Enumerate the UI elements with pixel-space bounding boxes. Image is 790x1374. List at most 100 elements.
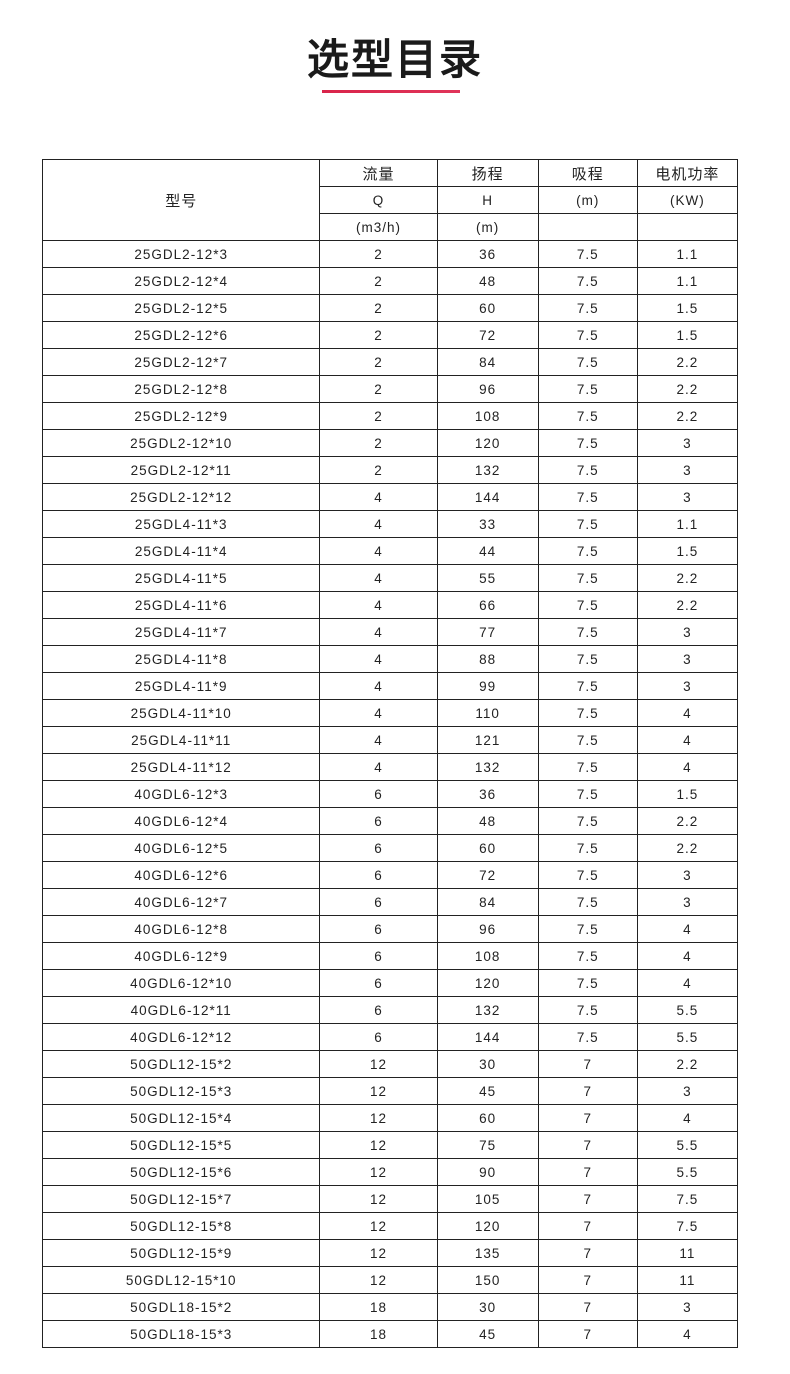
cell-model: 40GDL6-12*8 — [41, 915, 321, 943]
cell-model: 40GDL6-12*6 — [41, 861, 321, 889]
cell-model: 25GDL2-12*4 — [41, 267, 321, 295]
cell-power: 4 — [636, 726, 739, 754]
cell-suction: 7.5 — [537, 807, 638, 835]
header-flow-symbol: Q — [319, 186, 438, 214]
cell-power: 1.5 — [636, 294, 739, 322]
cell-head: 77 — [436, 618, 539, 646]
cell-model: 50GDL12-15*2 — [41, 1050, 321, 1078]
table-row: 25GDL4-11*6 4 66 7.5 2.2 — [41, 591, 739, 619]
cell-flow: 18 — [319, 1320, 438, 1348]
cell-model: 50GDL12-15*6 — [41, 1158, 321, 1186]
cell-power: 3 — [636, 888, 739, 916]
cell-model: 25GDL2-12*11 — [41, 456, 321, 484]
cell-power: 2.2 — [636, 348, 739, 376]
cell-power: 2.2 — [636, 402, 739, 430]
cell-head: 108 — [436, 942, 539, 970]
cell-power: 3 — [636, 483, 739, 511]
cell-head: 84 — [436, 348, 539, 376]
cell-power: 1.1 — [636, 267, 739, 295]
header-model: 型号 — [41, 159, 321, 241]
cell-model: 25GDL4-11*12 — [41, 753, 321, 781]
table-row: 25GDL2-12*6 2 72 7.5 1.5 — [41, 321, 739, 349]
title-underline — [322, 90, 460, 93]
cell-head: 60 — [436, 294, 539, 322]
table-body: 25GDL2-12*3 2 36 7.5 1.1 25GDL2-12*4 2 48 7.5 1.1… — [41, 240, 739, 1348]
cell-flow: 4 — [319, 645, 438, 673]
cell-flow: 12 — [319, 1050, 438, 1078]
cell-head: 99 — [436, 672, 539, 700]
cell-flow: 12 — [319, 1266, 438, 1294]
cell-head: 36 — [436, 780, 539, 808]
cell-flow: 2 — [319, 240, 438, 268]
table-row: 40GDL6-12*4 6 48 7.5 2.2 — [41, 807, 739, 835]
cell-power: 1.5 — [636, 780, 739, 808]
table-row: 50GDL12-15*10 12 150 7 11 — [41, 1266, 739, 1294]
cell-flow: 2 — [319, 267, 438, 295]
cell-model: 25GDL2-12*10 — [41, 429, 321, 457]
cell-flow: 4 — [319, 726, 438, 754]
cell-flow: 6 — [319, 942, 438, 970]
cell-model: 50GDL12-15*4 — [41, 1104, 321, 1132]
header-suction-unit: (m) — [537, 186, 638, 214]
cell-flow: 6 — [319, 888, 438, 916]
cell-head: 144 — [436, 483, 539, 511]
header-flow-unit: (m3/h) — [319, 213, 438, 241]
selection-table: 型号 流量 扬程 吸程 电机功率 Q H (m) (KW) (m3/h) (m)… — [41, 159, 739, 1348]
cell-head: 72 — [436, 861, 539, 889]
cell-suction: 7 — [537, 1320, 638, 1348]
cell-power: 1.1 — [636, 240, 739, 268]
header-empty — [537, 213, 638, 241]
page-title: 选型目录 — [306, 35, 483, 84]
cell-head: 132 — [436, 456, 539, 484]
cell-flow: 12 — [319, 1212, 438, 1240]
cell-flow: 6 — [319, 807, 438, 835]
table-row: 25GDL4-11*10 4 110 7.5 4 — [41, 699, 739, 727]
table-row: 25GDL2-12*11 2 132 7.5 3 — [41, 456, 739, 484]
cell-model: 50GDL12-15*7 — [41, 1185, 321, 1213]
cell-model: 25GDL4-11*11 — [41, 726, 321, 754]
header-head: 扬程 — [436, 159, 539, 187]
table-row: 50GDL12-15*8 12 120 7 7.5 — [41, 1212, 739, 1240]
table-row: 25GDL2-12*7 2 84 7.5 2.2 — [41, 348, 739, 376]
table-row: 25GDL2-12*4 2 48 7.5 1.1 — [41, 267, 739, 295]
cell-model: 25GDL4-11*5 — [41, 564, 321, 592]
header-empty — [636, 213, 739, 241]
table-row: 50GDL12-15*5 12 75 7 5.5 — [41, 1131, 739, 1159]
table-row: 50GDL12-15*3 12 45 7 3 — [41, 1077, 739, 1105]
table-row: 25GDL4-11*11 4 121 7.5 4 — [41, 726, 739, 754]
cell-flow: 6 — [319, 861, 438, 889]
table-row: 25GDL4-11*7 4 77 7.5 3 — [41, 618, 739, 646]
cell-flow: 12 — [319, 1158, 438, 1186]
table-row: 40GDL6-12*10 6 120 7.5 4 — [41, 969, 739, 997]
cell-flow: 4 — [319, 591, 438, 619]
cell-head: 30 — [436, 1050, 539, 1078]
cell-power: 4 — [636, 1320, 739, 1348]
cell-suction: 7.5 — [537, 861, 638, 889]
cell-power: 3 — [636, 672, 739, 700]
cell-power: 5.5 — [636, 996, 739, 1024]
cell-flow: 12 — [319, 1185, 438, 1213]
cell-model: 40GDL6-12*5 — [41, 834, 321, 862]
cell-head: 96 — [436, 915, 539, 943]
cell-head: 120 — [436, 1212, 539, 1240]
cell-model: 25GDL4-11*9 — [41, 672, 321, 700]
cell-model: 50GDL12-15*3 — [41, 1077, 321, 1105]
cell-power: 4 — [636, 699, 739, 727]
cell-head: 121 — [436, 726, 539, 754]
cell-flow: 6 — [319, 969, 438, 997]
cell-flow: 6 — [319, 780, 438, 808]
cell-flow: 4 — [319, 537, 438, 565]
cell-power: 4 — [636, 915, 739, 943]
cell-head: 90 — [436, 1158, 539, 1186]
table-row: 50GDL12-15*6 12 90 7 5.5 — [41, 1158, 739, 1186]
table-row: 50GDL12-15*7 12 105 7 7.5 — [41, 1185, 739, 1213]
cell-model: 25GDL2-12*3 — [41, 240, 321, 268]
header-head-unit: (m) — [436, 213, 539, 241]
cell-model: 25GDL4-11*6 — [41, 591, 321, 619]
cell-suction: 7.5 — [537, 591, 638, 619]
cell-flow: 18 — [319, 1293, 438, 1321]
cell-power: 7.5 — [636, 1212, 739, 1240]
cell-head: 60 — [436, 1104, 539, 1132]
cell-flow: 2 — [319, 429, 438, 457]
table-row: 25GDL4-11*9 4 99 7.5 3 — [41, 672, 739, 700]
